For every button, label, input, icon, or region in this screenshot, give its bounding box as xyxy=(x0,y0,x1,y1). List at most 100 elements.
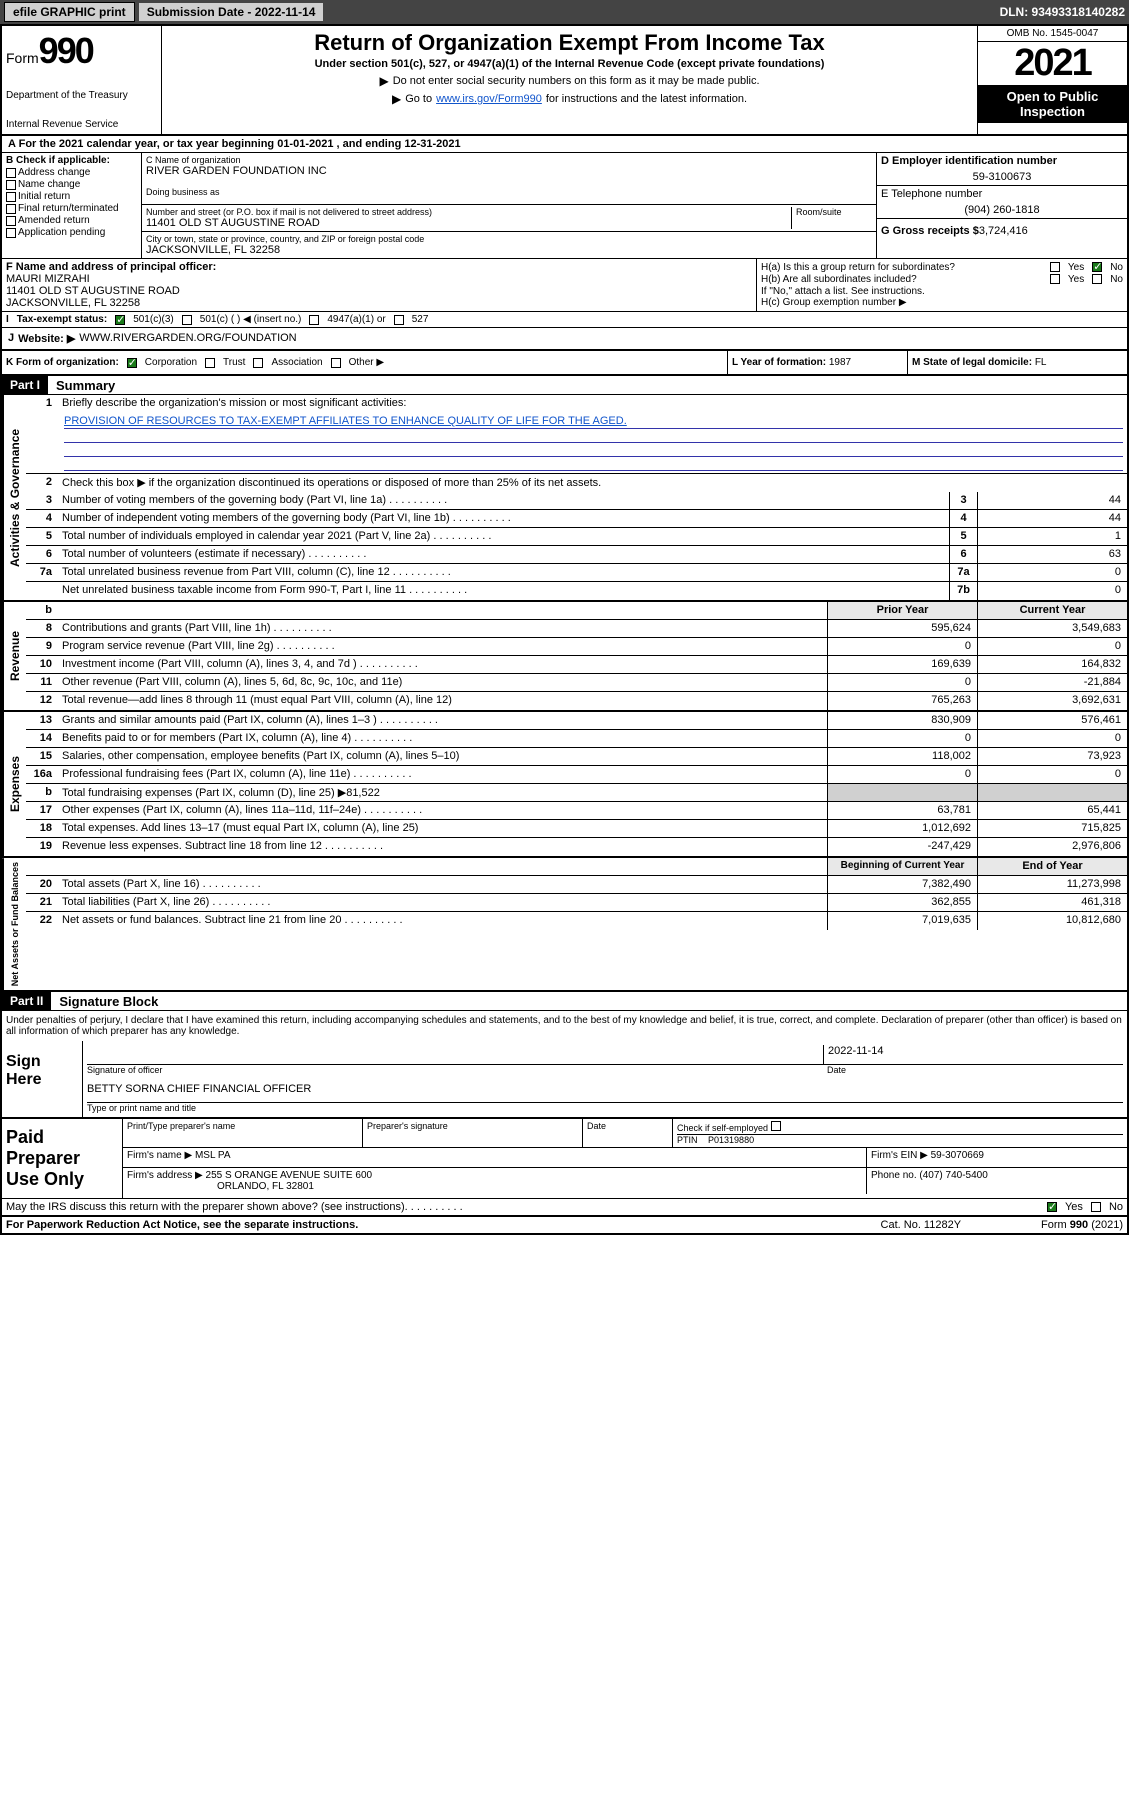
hb-line: H(b) Are all subordinates included? YesN… xyxy=(761,274,1123,285)
gross-block: G Gross receipts $3,724,416 xyxy=(877,219,1127,243)
pp-header: Print/Type preparer's name Preparer's si… xyxy=(123,1119,1127,1148)
col-mid: C Name of organization RIVER GARDEN FOUN… xyxy=(142,153,877,258)
addr-left: Number and street (or P.O. box if mail i… xyxy=(146,207,792,229)
instr1-text: Do not enter social security numbers on … xyxy=(393,75,760,87)
checkbox-icon[interactable] xyxy=(771,1121,781,1131)
checkbox-checked-icon[interactable] xyxy=(1047,1202,1057,1212)
b-label: b xyxy=(26,602,58,619)
sub-title: Under section 501(c), 527, or 4947(a)(1)… xyxy=(170,58,969,70)
arrow-icon: ▶ xyxy=(379,74,388,88)
checkbox-checked-icon[interactable] xyxy=(115,315,125,325)
name-label: Type or print name and title xyxy=(87,1103,1123,1113)
dept: Department of the Treasury xyxy=(6,90,157,101)
k-mid: L Year of formation: 1987 xyxy=(727,351,907,374)
line-7b: Net unrelated business taxable income fr… xyxy=(26,582,1127,600)
checkbox-icon[interactable] xyxy=(253,358,263,368)
checkbox-icon[interactable] xyxy=(6,168,16,178)
checkbox-icon[interactable] xyxy=(205,358,215,368)
checkbox-icon[interactable] xyxy=(309,315,319,325)
firm-name: Firm's name ▶ MSL PA xyxy=(123,1148,867,1167)
pp-c4: Check if self-employed PTIN P01319880 xyxy=(673,1119,1127,1147)
footer-mid: Cat. No. 11282Y xyxy=(881,1219,962,1231)
addr: 11401 OLD ST AUGUSTINE ROAD xyxy=(146,217,791,229)
pp-c3: Date xyxy=(583,1119,673,1147)
main-title: Return of Organization Exempt From Incom… xyxy=(170,30,969,56)
col-right: D Employer identification number 59-3100… xyxy=(877,153,1127,258)
501c3: 501(c)(3) xyxy=(133,314,174,325)
firm-ein: Firm's EIN ▶ 59-3070669 xyxy=(867,1148,1127,1167)
line-20: 20Total assets (Part X, line 16)7,382,49… xyxy=(26,876,1127,894)
checkbox-icon[interactable] xyxy=(6,180,16,190)
line-no: 1 xyxy=(26,395,58,413)
instr1: ▶ Do not enter social security numbers on… xyxy=(170,74,969,88)
room-label: Room/suite xyxy=(792,207,872,229)
discuss-text: May the IRS discuss this return with the… xyxy=(6,1201,405,1213)
mission-text: PROVISION OF RESOURCES TO TAX-EXEMPT AFF… xyxy=(64,415,1123,429)
checkbox-checked-icon[interactable] xyxy=(127,358,137,368)
line-8: 8Contributions and grants (Part VIII, li… xyxy=(26,620,1127,638)
line-14: 14Benefits paid to or for members (Part … xyxy=(26,730,1127,748)
line-7a: 7aTotal unrelated business revenue from … xyxy=(26,564,1127,582)
na-header: Beginning of Current YearEnd of Year xyxy=(26,858,1127,876)
officer-label: F Name and address of principal officer: xyxy=(6,261,752,273)
firm-addr: Firm's address ▶ 255 S ORANGE AVENUE SUI… xyxy=(123,1168,867,1194)
current-header: Current Year xyxy=(977,602,1127,619)
form-container: Form990 Department of the Treasury Inter… xyxy=(0,24,1129,1235)
checkbox-icon[interactable] xyxy=(182,315,192,325)
officer-block: F Name and address of principal officer:… xyxy=(2,259,757,311)
part2-badge: Part II xyxy=(2,992,51,1010)
footer-left: For Paperwork Reduction Act Notice, see … xyxy=(6,1219,358,1231)
checkbox-icon[interactable] xyxy=(6,192,16,202)
brief-block: 1 Briefly describe the organization's mi… xyxy=(26,395,1127,474)
checkbox-icon[interactable] xyxy=(331,358,341,368)
ein-block: D Employer identification number 59-3100… xyxy=(877,153,1127,186)
discuss-yesno: Yes No xyxy=(1047,1201,1123,1213)
checkbox-checked-icon[interactable] xyxy=(1092,262,1102,272)
brief-label: Briefly describe the organization's miss… xyxy=(58,395,1127,413)
web-url: WWW.RIVERGARDEN.ORG/FOUNDATION xyxy=(79,332,296,345)
firm-phone: Phone no. (407) 740-5400 xyxy=(867,1168,1127,1194)
expenses-side: Expenses xyxy=(2,712,26,856)
line-15: 15Salaries, other compensation, employee… xyxy=(26,748,1127,766)
org-name: RIVER GARDEN FOUNDATION INC xyxy=(146,165,872,177)
tax-year: For the 2021 calendar year, or tax year … xyxy=(19,138,461,150)
checkbox-icon[interactable] xyxy=(1091,1202,1101,1212)
checkbox-icon[interactable] xyxy=(6,216,16,226)
checkbox-icon[interactable] xyxy=(1050,262,1060,272)
sign-body: 2022-11-14 Signature of officer Date BET… xyxy=(82,1041,1127,1117)
h-block: H(a) Is this a group return for subordin… xyxy=(757,259,1127,311)
city-label: City or town, state or province, country… xyxy=(146,234,872,244)
ein: 59-3100673 xyxy=(881,171,1123,183)
mission-blank xyxy=(64,429,1123,443)
footer: For Paperwork Reduction Act Notice, see … xyxy=(2,1217,1127,1233)
sig-labels: Signature of officer Date xyxy=(87,1065,1123,1075)
line-3: 3Number of voting members of the governi… xyxy=(26,492,1127,510)
checkbox-icon[interactable] xyxy=(1050,274,1060,284)
addr-block: Number and street (or P.O. box if mail i… xyxy=(142,205,876,232)
city-block: City or town, state or province, country… xyxy=(142,232,876,258)
info-block: B Check if applicable: Address change Na… xyxy=(2,153,1127,259)
checkbox-icon[interactable] xyxy=(6,204,16,214)
k-left: K Form of organization: Corporation Trus… xyxy=(2,351,727,374)
netassets-section: Net Assets or Fund Balances Beginning of… xyxy=(2,858,1127,992)
paid-preparer-row: Paid Preparer Use Only Print/Type prepar… xyxy=(2,1119,1127,1199)
instr-link[interactable]: www.irs.gov/Form990 xyxy=(436,93,542,105)
sign-label: Sign Here xyxy=(2,1041,82,1117)
chk-initial: Initial return xyxy=(6,191,137,202)
checkbox-icon[interactable] xyxy=(6,228,16,238)
phone-label: E Telephone number xyxy=(881,188,1123,200)
discuss-row: May the IRS discuss this return with the… xyxy=(2,1199,1127,1217)
chk-amended: Amended return xyxy=(6,215,137,226)
line-2: 2 Check this box ▶ if the organization d… xyxy=(26,474,1127,492)
j-label: J xyxy=(8,332,14,345)
chk-address-change: Address change xyxy=(6,167,137,178)
sig-line: 2022-11-14 xyxy=(87,1045,1123,1065)
line-18: 18Total expenses. Add lines 13–17 (must … xyxy=(26,820,1127,838)
line-19: 19Revenue less expenses. Subtract line 1… xyxy=(26,838,1127,856)
prior-header: Prior Year xyxy=(827,602,977,619)
checkbox-icon[interactable] xyxy=(394,315,404,325)
k-right: M State of legal domicile: FL xyxy=(907,351,1127,374)
firm-addr-row: Firm's address ▶ 255 S ORANGE AVENUE SUI… xyxy=(123,1168,1127,1194)
checkbox-icon[interactable] xyxy=(1092,274,1102,284)
city: JACKSONVILLE, FL 32258 xyxy=(146,244,872,256)
